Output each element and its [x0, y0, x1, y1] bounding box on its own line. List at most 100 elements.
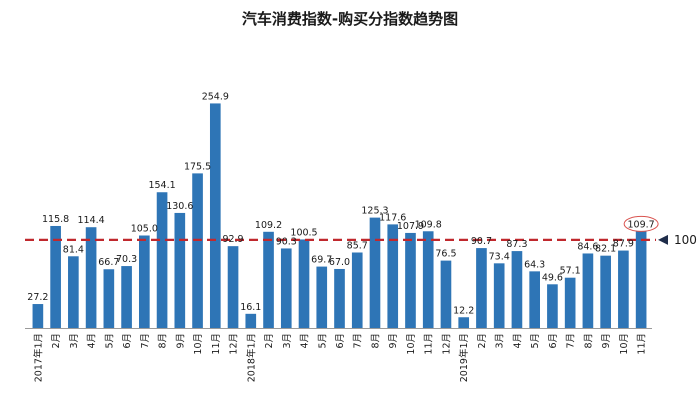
bar-3月 [280, 248, 292, 328]
value-label-9月: 130.6 [166, 201, 193, 212]
bar-11月 [209, 103, 221, 329]
x-tick-3月: 3月 [69, 333, 80, 349]
bar-2月 [263, 231, 274, 328]
bar-9月 [174, 212, 186, 328]
bar-7月 [351, 252, 363, 328]
bar-11月 [635, 231, 647, 328]
x-tick-11月: 11月 [424, 333, 435, 355]
bar-12月 [440, 260, 452, 328]
value-label-2月: 90.7 [471, 236, 492, 247]
bar-3月 [68, 256, 79, 328]
x-tick-10月: 10月 [619, 333, 630, 355]
x-tick-6月: 6月 [122, 333, 133, 349]
value-label-10月: 175.5 [184, 161, 211, 172]
value-label-5月: 69.7 [311, 255, 332, 266]
value-label-3月: 73.4 [489, 251, 510, 262]
value-label-4月: 87.3 [506, 239, 527, 250]
bar-2018年1月 [245, 313, 257, 328]
x-tick-3月: 3月 [495, 333, 506, 349]
x-tick-2月: 2月 [51, 333, 62, 349]
value-label-2018年1月: 16.1 [240, 302, 261, 313]
x-tick-9月: 9月 [388, 333, 399, 349]
value-label-12月: 76.5 [435, 249, 456, 260]
x-tick-6月: 6月 [335, 333, 346, 349]
x-tick-2018年1月: 2018年1月 [245, 333, 257, 382]
value-label-2月: 109.2 [255, 220, 282, 231]
bar-4月 [85, 227, 97, 328]
x-tick-8月: 8月 [583, 333, 594, 349]
bar-6月 [334, 268, 345, 328]
bar-10月 [192, 173, 203, 328]
value-label-11月: 109.8 [415, 219, 442, 230]
value-label-6月: 49.6 [542, 272, 563, 283]
bar-2月 [476, 248, 487, 328]
x-tick-2月: 2月 [477, 333, 488, 349]
x-tick-5月: 5月 [317, 333, 328, 349]
x-tick-5月: 5月 [530, 333, 541, 349]
x-tick-7月: 7月 [353, 333, 364, 349]
bar-4月 [511, 251, 523, 328]
value-label-8月: 125.3 [361, 206, 388, 217]
x-tick-7月: 7月 [566, 333, 577, 349]
bar-11月 [422, 231, 434, 328]
x-tick-6月: 6月 [548, 333, 559, 349]
bar-9月 [387, 224, 399, 328]
bar-5月 [103, 269, 115, 328]
bar-8月 [156, 192, 168, 328]
x-tick-10月: 10月 [406, 333, 417, 355]
value-label-9月: 117.6 [379, 212, 406, 223]
reference-arrow-icon [658, 234, 668, 245]
reference-label: 100 [674, 233, 697, 247]
x-tick-9月: 9月 [175, 333, 186, 349]
value-label-8月: 154.1 [148, 180, 175, 191]
bar-6月 [547, 284, 558, 328]
x-tick-10月: 10月 [193, 333, 204, 355]
bar-2019年1月 [458, 317, 470, 328]
value-label-2017年1月: 27.2 [27, 292, 48, 303]
value-label-4月: 114.4 [77, 215, 104, 226]
chart-title: 汽车消费指数-购买分指数趋势图 [241, 10, 459, 28]
value-label-2019年1月: 12.2 [453, 305, 474, 316]
value-label-3月: 90.3 [276, 236, 297, 247]
x-tick-8月: 8月 [370, 333, 381, 349]
value-label-6月: 67.0 [329, 257, 350, 268]
value-label-10月: 107.9 [397, 221, 424, 232]
bar-5月 [316, 266, 328, 328]
value-label-7月: 57.1 [560, 266, 581, 277]
x-tick-8月: 8月 [158, 333, 169, 349]
bar-9月 [600, 255, 611, 328]
bar-8月 [582, 253, 594, 328]
x-tick-7月: 7月 [140, 333, 151, 349]
bar-8月 [369, 217, 381, 328]
value-label-2月: 115.8 [42, 214, 69, 225]
bar-3月 [493, 263, 505, 328]
bar-12月 [227, 246, 239, 328]
highlight-circle [623, 215, 659, 232]
value-label-7月: 85.7 [347, 241, 368, 252]
value-label-4月: 100.5 [290, 227, 317, 238]
value-label-10月: 87.9 [613, 239, 634, 250]
x-tick-11月: 11月 [211, 333, 222, 355]
x-tick-4月: 4月 [87, 333, 98, 349]
x-tick-11月: 11月 [637, 333, 648, 355]
bar-2月 [50, 225, 61, 328]
x-tick-3月: 3月 [282, 333, 293, 349]
bar-4月 [298, 239, 310, 328]
bar-7月 [564, 277, 576, 328]
x-tick-2017年1月: 2017年1月 [32, 333, 44, 382]
bar-6月 [121, 266, 132, 328]
x-tick-4月: 4月 [512, 333, 523, 349]
value-label-9月: 82.1 [595, 244, 616, 255]
bar-7月 [139, 235, 150, 328]
value-label-5月: 66.7 [98, 257, 119, 268]
value-label-5月: 64.3 [524, 259, 545, 270]
x-tick-12月: 12月 [441, 333, 452, 355]
x-tick-2月: 2月 [264, 333, 275, 349]
bar-10月 [405, 232, 416, 328]
x-tick-12月: 12月 [229, 333, 240, 355]
value-label-6月: 70.3 [116, 254, 137, 265]
x-tick-4月: 4月 [300, 333, 311, 349]
bar-10月 [618, 250, 629, 328]
